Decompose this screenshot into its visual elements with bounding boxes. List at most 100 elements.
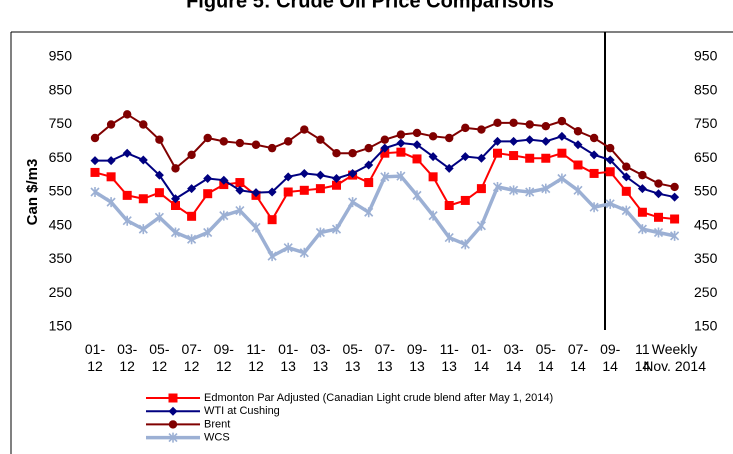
marker xyxy=(428,152,438,162)
legend-label: Edmonton Par Adjusted (Canadian Light cr… xyxy=(204,392,553,404)
marker xyxy=(171,201,180,210)
marker xyxy=(412,154,422,164)
marker xyxy=(299,185,309,195)
marker xyxy=(621,186,631,196)
marker xyxy=(654,212,663,222)
marker xyxy=(299,168,309,178)
marker xyxy=(444,163,454,173)
marker xyxy=(605,155,615,165)
marker xyxy=(348,148,357,158)
x-tick-label: 07- 14 xyxy=(567,341,589,374)
marker xyxy=(203,133,212,143)
marker xyxy=(139,120,148,129)
marker xyxy=(460,195,470,205)
marker xyxy=(396,171,406,182)
marker xyxy=(460,239,470,250)
marker xyxy=(331,224,342,235)
marker xyxy=(461,123,470,133)
marker xyxy=(90,167,100,177)
marker xyxy=(670,214,680,224)
marker xyxy=(606,143,615,153)
marker xyxy=(154,188,164,198)
x-tick-label: 11 14 xyxy=(634,341,651,374)
marker xyxy=(235,178,245,188)
marker xyxy=(541,121,550,131)
marker xyxy=(557,173,567,184)
marker xyxy=(251,188,261,198)
x-tick-label: 01- 12 xyxy=(84,341,106,374)
marker xyxy=(106,172,116,182)
marker xyxy=(622,162,631,171)
marker xyxy=(573,160,583,170)
marker xyxy=(509,185,519,196)
marker xyxy=(670,192,680,202)
marker xyxy=(90,187,100,197)
marker xyxy=(267,187,277,197)
marker xyxy=(364,207,374,218)
marker xyxy=(187,211,197,221)
marker xyxy=(428,210,438,221)
x-tick-label: 09- 12 xyxy=(213,341,234,374)
series-line xyxy=(94,174,675,259)
marker xyxy=(493,148,502,158)
marker xyxy=(476,153,486,163)
marker xyxy=(299,247,309,258)
marker xyxy=(267,251,277,262)
x-tick-label: 03- 12 xyxy=(117,341,138,374)
marker xyxy=(332,174,341,183)
x-tick-label: Weekly Nov. 2014 xyxy=(643,341,706,374)
marker xyxy=(170,227,181,238)
marker xyxy=(364,143,373,153)
marker xyxy=(396,130,406,139)
y2-tick-label: 550 xyxy=(694,183,718,199)
marker xyxy=(638,170,647,180)
marker xyxy=(477,125,486,134)
marker xyxy=(219,137,228,146)
marker xyxy=(235,138,245,148)
marker xyxy=(315,227,325,238)
marker xyxy=(653,227,664,238)
marker xyxy=(203,227,213,238)
marker xyxy=(557,116,567,126)
x-tick-label: 09- 13 xyxy=(406,341,428,374)
marker xyxy=(445,133,454,143)
y2-tick-label: 650 xyxy=(694,149,718,165)
marker xyxy=(348,197,358,208)
marker xyxy=(348,168,358,178)
marker xyxy=(509,136,519,146)
marker xyxy=(605,198,615,209)
marker xyxy=(557,148,567,158)
y-tick-label: 550 xyxy=(49,183,73,199)
x-tick-label: 05- 13 xyxy=(342,341,363,374)
marker xyxy=(380,171,390,182)
y2-tick-label: 250 xyxy=(694,284,718,300)
marker xyxy=(573,185,583,196)
marker xyxy=(316,135,325,144)
marker xyxy=(300,125,309,134)
marker xyxy=(90,133,100,143)
legend-marker xyxy=(168,406,178,416)
marker xyxy=(637,224,647,235)
marker xyxy=(412,190,422,201)
y2-tick-label: 750 xyxy=(694,115,718,131)
marker xyxy=(444,201,454,210)
marker xyxy=(541,183,551,194)
marker xyxy=(428,132,438,141)
x-tick-label: 11- 12 xyxy=(246,341,266,374)
marker xyxy=(267,215,277,225)
x-tick-label: 09- 14 xyxy=(600,341,621,374)
x-tick-label: 07- 13 xyxy=(374,341,395,374)
marker xyxy=(525,187,535,197)
marker xyxy=(589,202,599,213)
marker xyxy=(444,232,454,243)
y-tick-label: 850 xyxy=(49,81,73,97)
marker xyxy=(412,128,422,138)
marker xyxy=(654,179,663,188)
marker xyxy=(493,118,502,128)
marker xyxy=(476,184,486,194)
marker xyxy=(283,187,293,197)
y2-tick-label: 850 xyxy=(694,81,718,97)
marker xyxy=(235,185,245,195)
marker xyxy=(187,150,196,160)
